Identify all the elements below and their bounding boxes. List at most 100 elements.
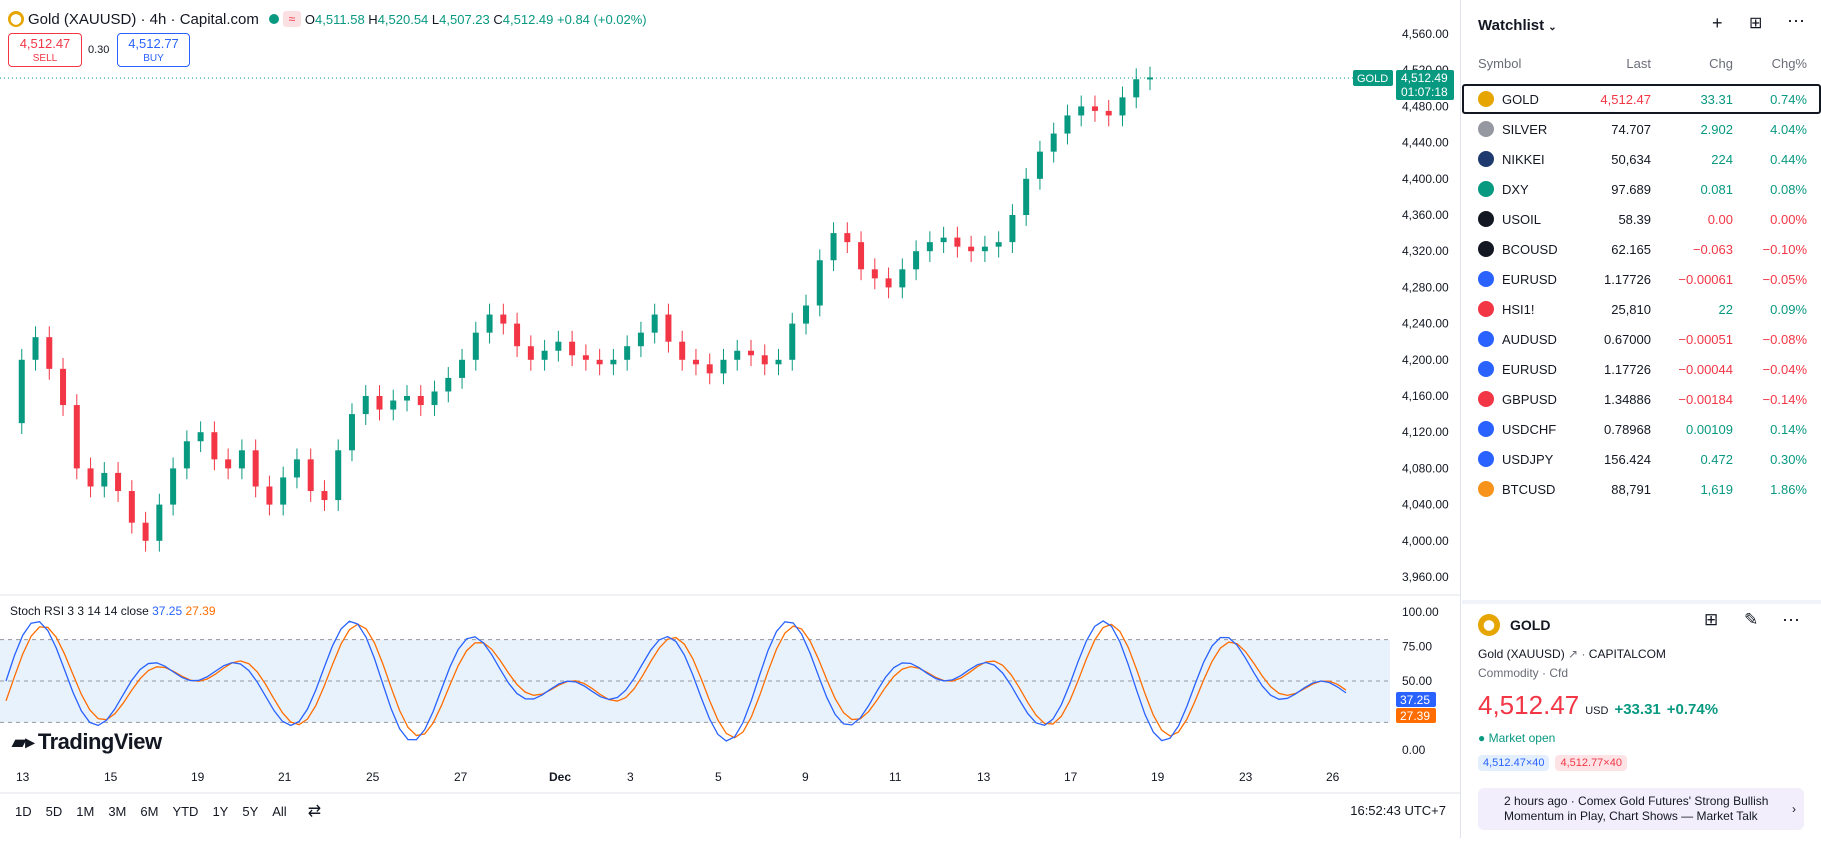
- watchlist-row[interactable]: EURUSD 1.17726 −0.00061 −0.05%: [1462, 264, 1821, 294]
- stoch-rsi-legend[interactable]: Stoch RSI 3 3 14 14 close 37.25 27.39: [10, 604, 216, 618]
- candle-body: [225, 459, 232, 469]
- watchlist-row[interactable]: BCOUSD 62.165 −0.063 −0.10%: [1462, 234, 1821, 264]
- candle-body: [500, 314, 507, 324]
- symbol-icon: [1478, 481, 1494, 497]
- right-panel: Watchlist ⌄ + ⊞ ⋯ Symbol Last Chg Chg% G…: [1462, 0, 1821, 838]
- date-range-icon[interactable]: ⇄: [307, 803, 322, 820]
- detail-name[interactable]: Gold (XAUUSD): [1478, 647, 1565, 661]
- price-axis-tick: 4,280.00: [1402, 280, 1449, 294]
- watchlist-row[interactable]: USDJPY 156.424 0.472 0.30%: [1462, 444, 1821, 474]
- candle-body: [87, 468, 94, 487]
- watchlist-row[interactable]: USOIL 58.39 0.00 0.00%: [1462, 204, 1821, 234]
- col-chg[interactable]: Chg: [1709, 56, 1733, 71]
- symbol-name: USDJPY: [1502, 452, 1554, 467]
- watchlist-row[interactable]: NIKKEI 50,634 224 0.44%: [1462, 144, 1821, 174]
- change-percent: −0.10%: [1762, 242, 1807, 257]
- candle-body: [211, 432, 218, 460]
- chart-canvas[interactable]: 4,560.004,520.004,480.004,440.004,400.00…: [0, 0, 1460, 838]
- chart-area[interactable]: 4,560.004,520.004,480.004,440.004,400.00…: [0, 0, 1461, 838]
- wave-icon[interactable]: ≈: [282, 11, 301, 27]
- last-price: 58.39: [1618, 212, 1651, 227]
- change-percent: 0.09%: [1770, 302, 1807, 317]
- bid-badge[interactable]: 4,512.47×40: [1478, 755, 1550, 771]
- watchlist-row[interactable]: GBPUSD 1.34886 −0.00184 −0.14%: [1462, 384, 1821, 414]
- col-last[interactable]: Last: [1626, 56, 1651, 71]
- change: 2.902: [1700, 122, 1733, 137]
- external-link-icon[interactable]: ↗: [1568, 647, 1579, 661]
- news-item[interactable]: 2 hours ago · Comex Gold Futures' Strong…: [1478, 788, 1804, 830]
- buy-button[interactable]: 4,512.77 BUY: [117, 33, 190, 67]
- detail-price: 4,512.47: [1478, 690, 1580, 720]
- watchlist-row[interactable]: EURUSD 1.17726 −0.00044 −0.04%: [1462, 354, 1821, 384]
- change-percent: 1.86%: [1770, 482, 1807, 497]
- detail-name-line: Gold (XAUUSD) ↗ · CAPITALCOM: [1478, 647, 1666, 661]
- detail-more-icon[interactable]: ⋯: [1782, 610, 1800, 630]
- watchlist-row[interactable]: DXY 97.689 0.081 0.08%: [1462, 174, 1821, 204]
- change: 33.31: [1700, 92, 1733, 107]
- change-percent: 0.00%: [1770, 212, 1807, 227]
- candle-body: [1064, 115, 1071, 134]
- price-axis-tick: 4,360.00: [1402, 208, 1449, 222]
- symbol-icon: [1478, 421, 1494, 437]
- candle-body: [1078, 106, 1085, 116]
- watchlist-title[interactable]: Watchlist ⌄: [1478, 17, 1557, 34]
- watchlist-row[interactable]: AUDUSD 0.67000 −0.00051 −0.08%: [1462, 324, 1821, 354]
- symbol-name: EURUSD: [1502, 272, 1557, 287]
- watchlist-row[interactable]: GOLD 4,512.47 33.31 0.74%: [1462, 84, 1821, 114]
- stoch-axis-tick: 50.00: [1402, 674, 1432, 688]
- watchlist-row[interactable]: HSI1! 25,810 22 0.09%: [1462, 294, 1821, 324]
- candle-body: [417, 396, 424, 406]
- last-price: 62.165: [1611, 242, 1651, 257]
- tf-1d[interactable]: 1D: [15, 803, 32, 819]
- watchlist-row[interactable]: USDCHF 0.78968 0.00109 0.14%: [1462, 414, 1821, 444]
- tf-all[interactable]: All: [272, 803, 287, 819]
- tf-1y[interactable]: 1Y: [212, 803, 229, 819]
- watchlist-row[interactable]: SILVER 74.707 2.902 4.04%: [1462, 114, 1821, 144]
- time-axis-tick: 13: [16, 770, 30, 784]
- candle-body: [734, 350, 741, 360]
- chart-title[interactable]: Gold (XAUUSD) · 4h · Capital.com: [28, 10, 259, 28]
- candle-body: [445, 377, 452, 392]
- chevron-right-icon: ›: [1792, 802, 1796, 816]
- candle-body: [307, 459, 314, 492]
- last-price: 0.67000: [1604, 332, 1651, 347]
- candle-body: [1133, 79, 1140, 98]
- symbol-name: GOLD: [1502, 92, 1539, 107]
- clock[interactable]: 16:52:43 UTC+7: [1350, 803, 1446, 818]
- symbol-icon: [1478, 151, 1494, 167]
- edit-icon[interactable]: ✎: [1744, 610, 1759, 629]
- last-price: 0.78968: [1604, 422, 1651, 437]
- candle-body: [541, 350, 548, 360]
- tf-6m[interactable]: 6M: [140, 803, 159, 819]
- tf-5d[interactable]: 5D: [45, 803, 63, 819]
- tf-5y[interactable]: 5Y: [242, 803, 259, 819]
- candle-body: [789, 323, 796, 360]
- add-symbol-icon[interactable]: +: [1712, 13, 1723, 33]
- detail-exchange[interactable]: CAPITALCOM: [1588, 647, 1666, 661]
- tradingview-logo[interactable]: ▰▸ TradingView: [12, 729, 162, 754]
- tf-ytd[interactable]: YTD: [172, 803, 199, 819]
- ohlc-values: O4,511.58 H4,520.54 L4,507.23 C4,512.49 …: [304, 11, 647, 27]
- ask-badge[interactable]: 4,512.77×40: [1555, 755, 1627, 771]
- more-icon[interactable]: ⋯: [1787, 11, 1805, 31]
- time-axis-tick: 5: [715, 770, 722, 784]
- layout-icon[interactable]: ⊞: [1704, 610, 1719, 629]
- watchlist-columns: Symbol Last Chg Chg%: [1462, 56, 1821, 74]
- watchlist-row[interactable]: BTCUSD 88,791 1,619 1.86%: [1462, 474, 1821, 504]
- symbol-icon: [1478, 361, 1494, 377]
- candle-body: [115, 472, 122, 492]
- detail-symbol[interactable]: GOLD: [1510, 617, 1551, 633]
- last-price: 50,634: [1611, 152, 1651, 167]
- stoch-d-line: [5, 623, 1347, 739]
- candle-body: [101, 472, 108, 487]
- sell-button[interactable]: 4,512.47 SELL: [8, 33, 82, 67]
- change-percent: 0.30%: [1770, 452, 1807, 467]
- tf-3m[interactable]: 3M: [108, 803, 127, 819]
- advanced-view-icon[interactable]: ⊞: [1749, 15, 1763, 32]
- last-price: 97.689: [1611, 182, 1651, 197]
- candle-body: [954, 237, 961, 247]
- tf-1m[interactable]: 1M: [76, 803, 95, 819]
- col-chgp[interactable]: Chg%: [1771, 56, 1807, 71]
- col-symbol[interactable]: Symbol: [1478, 56, 1522, 71]
- last-price: 1.17726: [1604, 272, 1651, 287]
